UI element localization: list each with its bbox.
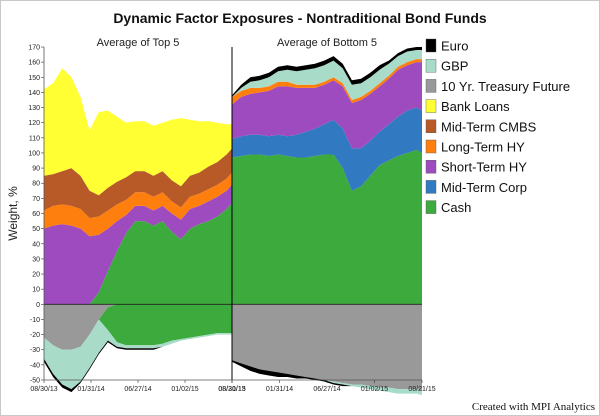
legend-label-gbp: GBP xyxy=(441,59,468,74)
y-tick-label: 170 xyxy=(28,45,40,52)
area-pos-euro-bottom5 xyxy=(232,47,422,97)
y-tick-label: -40 xyxy=(30,362,40,369)
legend-swatch-long-term-hy xyxy=(425,139,437,154)
panel-title-bottom5: Average of Bottom 5 xyxy=(277,37,377,49)
y-tick-label: 100 xyxy=(28,150,40,157)
y-tick-label: -50 xyxy=(30,378,40,385)
y-axis-label: Weight, % xyxy=(6,186,20,241)
area-neg-gbp-top5 xyxy=(44,319,232,390)
area-pos-long-term-hy-bottom5 xyxy=(232,59,422,105)
y-tick-label: 110 xyxy=(29,135,40,142)
legend-label-short-term-hy: Short-Term HY xyxy=(441,160,527,175)
footer-credit: Created with MPI Analytics xyxy=(472,401,595,413)
x-tick-label: 08/21/15 xyxy=(218,386,245,393)
legend-swatch-short-term-hy xyxy=(425,159,437,174)
area-pos-cash-top5 xyxy=(44,202,232,305)
y-tick-label: 0 xyxy=(36,302,40,309)
area-neg-euro-top5 xyxy=(44,334,232,393)
y-tick-label: 40 xyxy=(32,241,40,248)
legend-label-bank-loans: Bank Loans xyxy=(441,99,510,114)
legend-label-long-term-hy: Long-Term HY xyxy=(441,140,525,155)
legend-swatch-mid-term-cmbs xyxy=(425,119,437,134)
x-tick-label: 01/02/15 xyxy=(171,386,198,393)
legend-label-mid-term-cmbs: Mid-Term CMBS xyxy=(441,119,537,134)
area-pos-gbp-bottom5 xyxy=(232,50,422,100)
y-tick-label: 50 xyxy=(32,226,40,233)
x-tick-label: 01/31/14 xyxy=(266,386,293,393)
area-pos-mid-term-corp-bottom5 xyxy=(232,107,422,191)
area-pos-cash-bottom5 xyxy=(232,149,422,305)
chart-title: Dynamic Factor Exposures - Nontraditiona… xyxy=(113,10,487,26)
y-tick-label: -30 xyxy=(30,347,40,354)
legend-label-euro: Euro xyxy=(441,39,468,54)
y-tick-label: 20 xyxy=(32,272,40,279)
y-tick-label: 90 xyxy=(32,166,40,173)
legend-swatch-euro xyxy=(425,38,437,53)
y-tick-label: 30 xyxy=(32,256,40,263)
legend-swatch-gbp xyxy=(425,59,437,73)
panel-title-top5: Average of Top 5 xyxy=(97,37,180,49)
legend-swatch-10-yr-treasury-future xyxy=(425,79,437,93)
legend-label-cash: Cash xyxy=(441,200,471,215)
y-tick-label: 120 xyxy=(28,120,40,127)
y-tick-label: -20 xyxy=(30,332,40,339)
y-tick-label: 150 xyxy=(28,75,40,82)
y-tick-label: 80 xyxy=(32,181,40,188)
x-tick-label: 06/27/14 xyxy=(124,386,151,393)
area-pos-short-term-hy-bottom5 xyxy=(232,62,422,149)
legend-swatch-bank-loans xyxy=(425,99,437,113)
y-tick-label: 140 xyxy=(28,90,40,97)
y-tick-label: 10 xyxy=(32,287,40,294)
area-neg-cash-top5 xyxy=(44,304,232,350)
area-pos-bank-loans-top5 xyxy=(44,68,232,196)
legend-label-10-yr-treasury-future: 10 Yr. Treasury Future xyxy=(441,79,570,94)
area-pos-mid-term-cmbs-top5 xyxy=(44,148,232,218)
y-tick-label: 160 xyxy=(28,60,40,67)
area-pos-short-term-hy-top5 xyxy=(44,184,232,305)
area-neg-10-yr-treasury-future-top5 xyxy=(44,304,232,350)
y-tick-label: 130 xyxy=(28,105,40,112)
x-tick-label: 01/02/15 xyxy=(361,386,388,393)
legend-swatch-mid-term-corp xyxy=(425,180,437,194)
legend-label-mid-term-corp: Mid-Term Corp xyxy=(441,180,527,195)
y-tick-label: 60 xyxy=(32,211,40,218)
y-tick-label: 70 xyxy=(32,196,40,203)
x-tick-label: 06/27/14 xyxy=(313,386,340,393)
area-neg-10-yr-treasury-future-bottom5 xyxy=(232,304,422,391)
y-tick-label: -10 xyxy=(30,317,40,324)
legend-swatch-cash xyxy=(425,200,437,214)
area-neg-gbp-bottom5 xyxy=(232,360,422,396)
area-pos-long-term-hy-top5 xyxy=(44,172,232,237)
x-tick-label: 08/30/13 xyxy=(218,386,245,393)
x-tick-label: 08/21/15 xyxy=(408,386,435,393)
x-tick-label: 08/30/13 xyxy=(30,386,57,393)
x-tick-label: 01/31/14 xyxy=(77,386,104,393)
